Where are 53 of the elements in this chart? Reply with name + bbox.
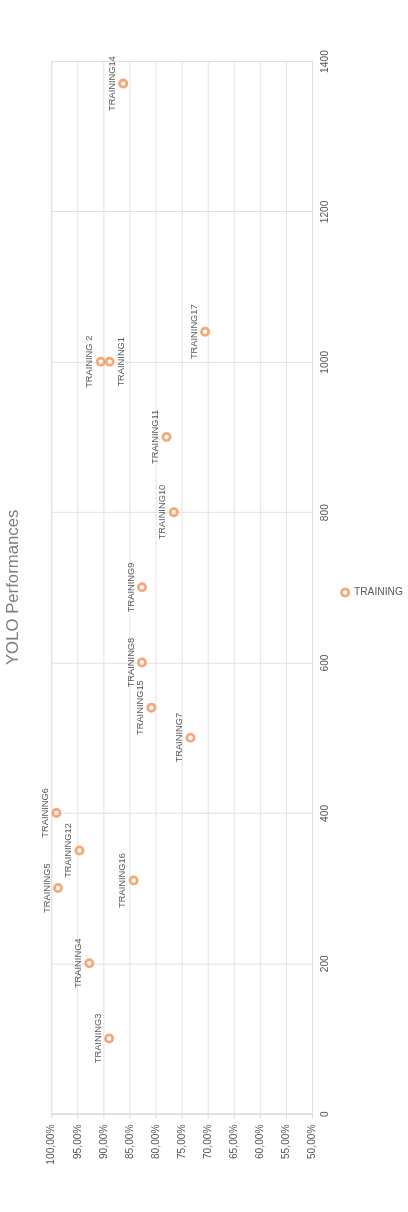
legend-label: TRAINING [353,586,403,598]
x-tick-label: 55,00% [280,1124,292,1160]
y-tick-label: 600 [319,654,331,672]
point [200,326,211,337]
x-tick-label: 75,00% [175,1124,187,1160]
data-label: TRAINING16 [117,853,128,908]
point [104,356,115,367]
x-tick-label: 60,00% [254,1124,266,1160]
point [128,875,139,886]
data-label: TRAINING17 [188,304,199,360]
y-tick-label: 400 [319,804,331,822]
x-tick-label: 80,00% [149,1124,161,1160]
data-label: TRAINING 2 [84,335,95,388]
data-label: TRAINING1 [115,336,126,387]
data-label: TRAINING14 [106,56,117,111]
point [185,732,196,743]
point [95,356,106,367]
y-tick-label: 200 [319,954,331,973]
data-label: TRAINING7 [174,712,185,763]
point [161,431,172,442]
y-tick-label: 1200 [319,200,331,224]
data-label: TRAINING5 [41,863,52,913]
point [104,1033,115,1044]
data-label: TRAINING10 [157,484,168,540]
point [136,657,148,668]
point [136,582,148,593]
x-tick-label: 85,00% [123,1124,135,1160]
data-label: TRAINING6 [40,788,51,838]
data-label: TRAINING9 [125,562,136,613]
y-tick-label: 0 [319,1110,331,1117]
point [168,507,179,518]
y-tick-label: 1000 [319,350,331,374]
x-tick-label: 70,00% [201,1124,213,1160]
y-tick-label: 1400 [319,49,331,73]
point [146,702,157,713]
point [84,958,95,969]
data-label: TRAINING15 [135,680,145,736]
data-label: TRAINING12 [63,823,74,878]
x-tick-label: 90,00% [97,1124,109,1160]
data-label: TRAINING8 [125,637,136,688]
x-tick-label: 95,00% [71,1124,83,1160]
point [53,883,64,894]
x-tick-label: 65,00% [228,1124,240,1160]
x-tick-label: 100,00% [45,1124,57,1165]
x-tick-label: 50,00% [306,1124,318,1160]
data-label: TRAINING3 [92,1013,103,1064]
data-label: TRAINING4 [72,938,83,989]
point [74,845,85,856]
y-tick-label: 800 [319,503,331,522]
point [118,78,129,89]
text: YOLO Performances [3,509,23,666]
point [51,807,62,818]
data-label: TRAINING11 [150,409,161,464]
